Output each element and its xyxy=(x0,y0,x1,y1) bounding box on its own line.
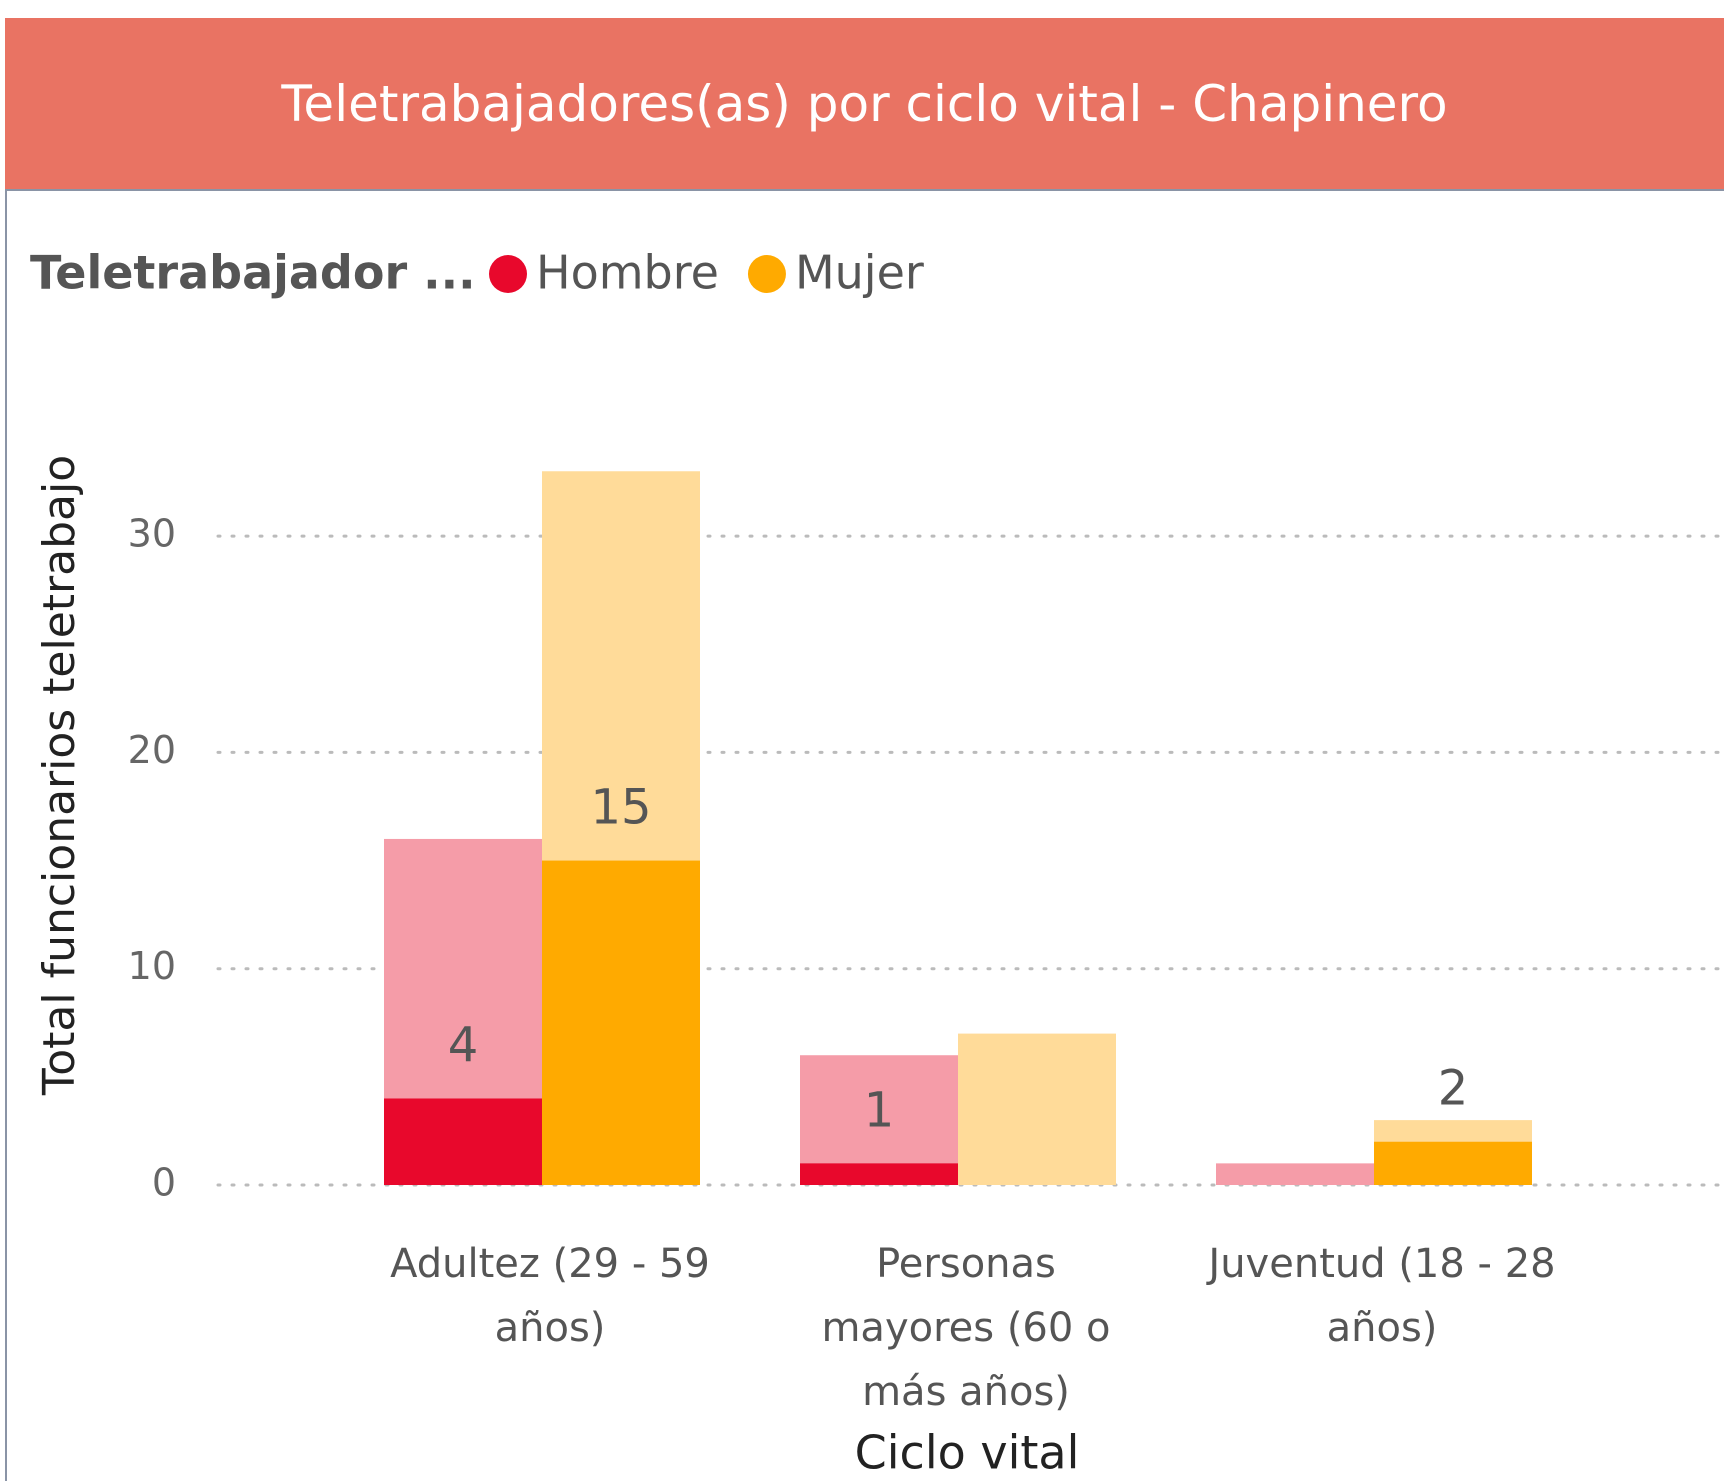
x-tick-label: Juventud (18 - 28 años) xyxy=(1208,1241,1556,1351)
chart-title: Teletrabajadores(as) por ciclo vital - C… xyxy=(5,18,1724,190)
x-tick-label: Adultez (29 - 59 años) xyxy=(390,1241,710,1351)
legend-marker xyxy=(489,255,527,293)
legend-label: Hombre xyxy=(536,246,719,300)
bar xyxy=(542,860,700,1185)
legend-title: Teletrabajador ... xyxy=(30,246,476,300)
legend-marker xyxy=(747,255,786,293)
data-label: 2 xyxy=(1438,1061,1469,1117)
y-tick-label: 10 xyxy=(128,944,176,988)
data-label: 1 xyxy=(864,1082,895,1138)
frame-border xyxy=(5,190,7,1481)
data-label: 15 xyxy=(590,780,651,836)
total-bar xyxy=(958,1033,1116,1185)
bar xyxy=(384,1098,542,1185)
y-tick-label: 0 xyxy=(152,1161,176,1205)
y-axis-title: Total funcionarios teletrabajo xyxy=(34,455,85,1096)
x-axis-title: Ciclo vital xyxy=(855,1426,1080,1480)
bar xyxy=(800,1163,958,1185)
total-bar xyxy=(1216,1163,1374,1185)
legend-label: Mujer xyxy=(795,246,924,300)
bar xyxy=(1374,1141,1532,1185)
data-label: 4 xyxy=(448,1017,479,1073)
frame-border xyxy=(5,189,1724,191)
y-tick-label: 20 xyxy=(128,728,176,772)
x-tick-label: Personas mayores (60 o más años) xyxy=(821,1241,1111,1415)
y-tick-label: 30 xyxy=(128,512,176,556)
